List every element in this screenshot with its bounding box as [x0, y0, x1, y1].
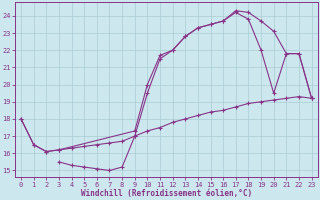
X-axis label: Windchill (Refroidissement éolien,°C): Windchill (Refroidissement éolien,°C) [81, 189, 252, 198]
